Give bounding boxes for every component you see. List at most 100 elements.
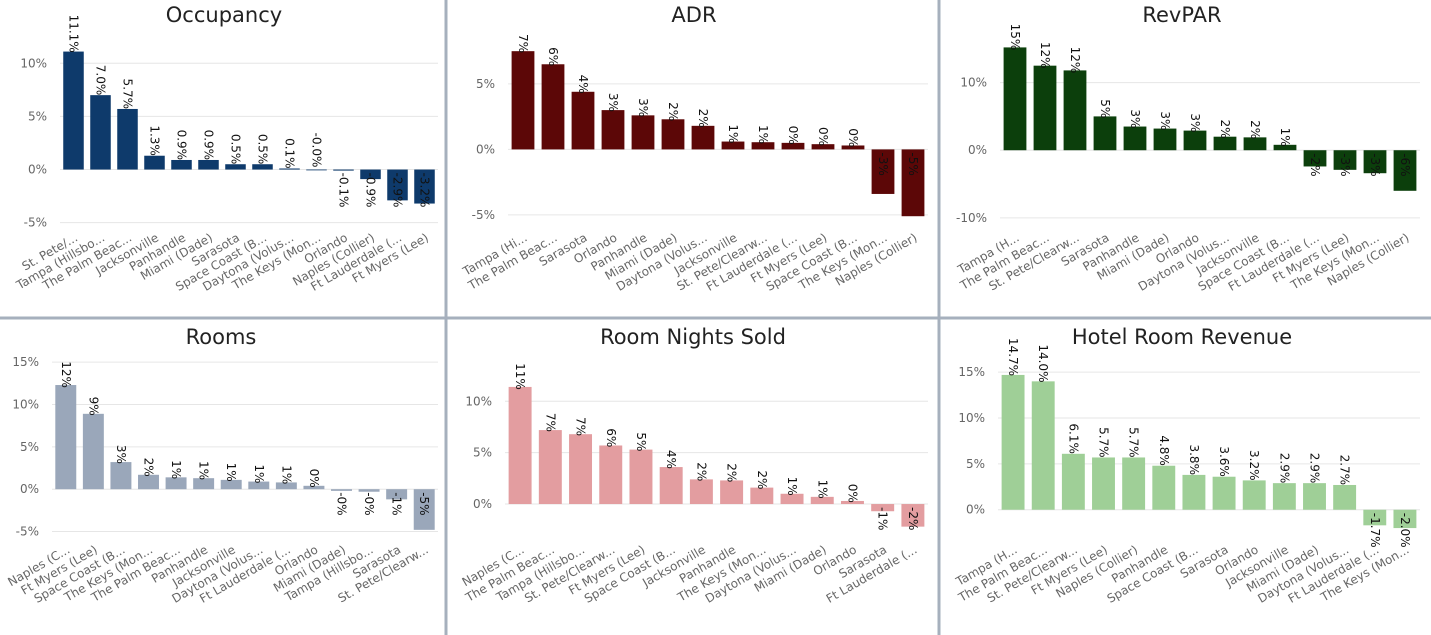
bar [360, 169, 381, 180]
data-label: 7% [516, 34, 530, 53]
data-label: 14.0% [1036, 344, 1050, 382]
bar [811, 144, 835, 150]
data-label: 4.8% [1157, 435, 1171, 466]
y-tick-label: 10% [958, 411, 985, 425]
bar [144, 155, 165, 170]
y-tick-label: -10% [956, 211, 987, 225]
bar [303, 485, 325, 490]
data-label: 0.9% [175, 130, 189, 161]
y-tick-label: 5% [476, 77, 495, 91]
data-label: 7% [574, 417, 588, 436]
bar [659, 467, 683, 505]
bar [1393, 150, 1417, 191]
y-tick-label: 0% [20, 482, 39, 496]
bar [252, 164, 273, 170]
bar [1093, 116, 1117, 151]
data-label: -0.1% [337, 173, 351, 208]
bar [840, 500, 864, 505]
bar [901, 149, 925, 217]
bar [631, 115, 655, 150]
data-label: 5% [634, 432, 648, 451]
data-label: 6% [604, 428, 618, 447]
data-label: -5% [906, 152, 920, 175]
data-label: 11% [513, 363, 527, 390]
bar [138, 474, 159, 490]
data-label: 3% [1158, 111, 1172, 130]
data-label: 1% [279, 465, 293, 484]
data-label: -5% [417, 492, 431, 515]
bar [110, 462, 132, 490]
bar [511, 51, 535, 150]
data-label: 14.7% [1006, 338, 1020, 376]
bar [721, 141, 745, 150]
data-label: 1% [224, 463, 238, 482]
chart-title: Rooms [186, 325, 257, 349]
data-label: 3.6% [1217, 446, 1231, 477]
bar [1153, 128, 1177, 151]
bar [810, 496, 834, 505]
y-tick-label: 0% [473, 497, 492, 511]
y-tick-label: 10% [20, 56, 47, 70]
bar [386, 489, 408, 500]
data-label: 2% [694, 462, 708, 481]
bar [1092, 457, 1115, 510]
chart-title: Room Nights Sold [600, 325, 786, 349]
data-label: 2% [142, 458, 156, 477]
data-label: -2% [1308, 153, 1322, 176]
bar [841, 145, 865, 150]
bar [780, 493, 804, 505]
bar [1031, 381, 1055, 510]
y-tick-label: 10% [12, 398, 39, 412]
chart-title: ADR [671, 3, 716, 27]
data-label: -2.0% [1398, 513, 1412, 548]
data-label: 6.1% [1066, 423, 1080, 454]
data-label: 0% [307, 469, 321, 488]
bar [82, 413, 104, 490]
bar [306, 169, 327, 171]
bar [1003, 47, 1027, 151]
data-label: -1% [390, 492, 404, 515]
data-label: 1% [726, 124, 740, 143]
bar [414, 169, 435, 204]
bar [55, 385, 77, 490]
data-label: 3.8% [1187, 444, 1201, 475]
data-label: 12% [59, 361, 73, 388]
y-tick-label: 15% [12, 355, 39, 369]
bar [1122, 457, 1146, 510]
bar [275, 482, 297, 490]
bar [569, 434, 593, 505]
data-label: 5.7% [1097, 427, 1111, 458]
data-label: 11.1% [67, 15, 81, 53]
y-tick-label: 5% [966, 457, 985, 471]
y-tick-label: 0% [968, 143, 987, 157]
bar [871, 504, 895, 512]
y-tick-label: -5% [16, 525, 39, 539]
bar [1183, 130, 1207, 151]
y-tick-label: 15% [958, 365, 985, 379]
bar [1061, 453, 1085, 510]
bar [1242, 480, 1266, 510]
data-label: 1% [1278, 128, 1292, 147]
data-label: 5.7% [1127, 427, 1141, 458]
data-label: 12% [1068, 47, 1082, 74]
data-label: 0% [845, 484, 859, 503]
data-label: -3% [1338, 153, 1352, 176]
bar [1001, 374, 1025, 510]
data-label: 1% [815, 480, 829, 499]
data-label: -3% [876, 152, 890, 175]
data-label: 3% [606, 93, 620, 112]
bar [538, 430, 562, 505]
data-label: 7% [543, 413, 557, 432]
data-label: 0.9% [202, 130, 216, 161]
data-label: 1% [197, 461, 211, 480]
bar [225, 164, 246, 170]
data-label: 0.5% [256, 134, 270, 165]
data-label: -1.7% [1368, 513, 1382, 548]
y-tick-label: 10% [465, 394, 492, 408]
data-label: -1% [876, 507, 890, 530]
data-label: 1% [785, 477, 799, 496]
bar [689, 479, 713, 505]
data-label: 0.1% [283, 138, 297, 169]
data-label: 3% [114, 445, 128, 464]
